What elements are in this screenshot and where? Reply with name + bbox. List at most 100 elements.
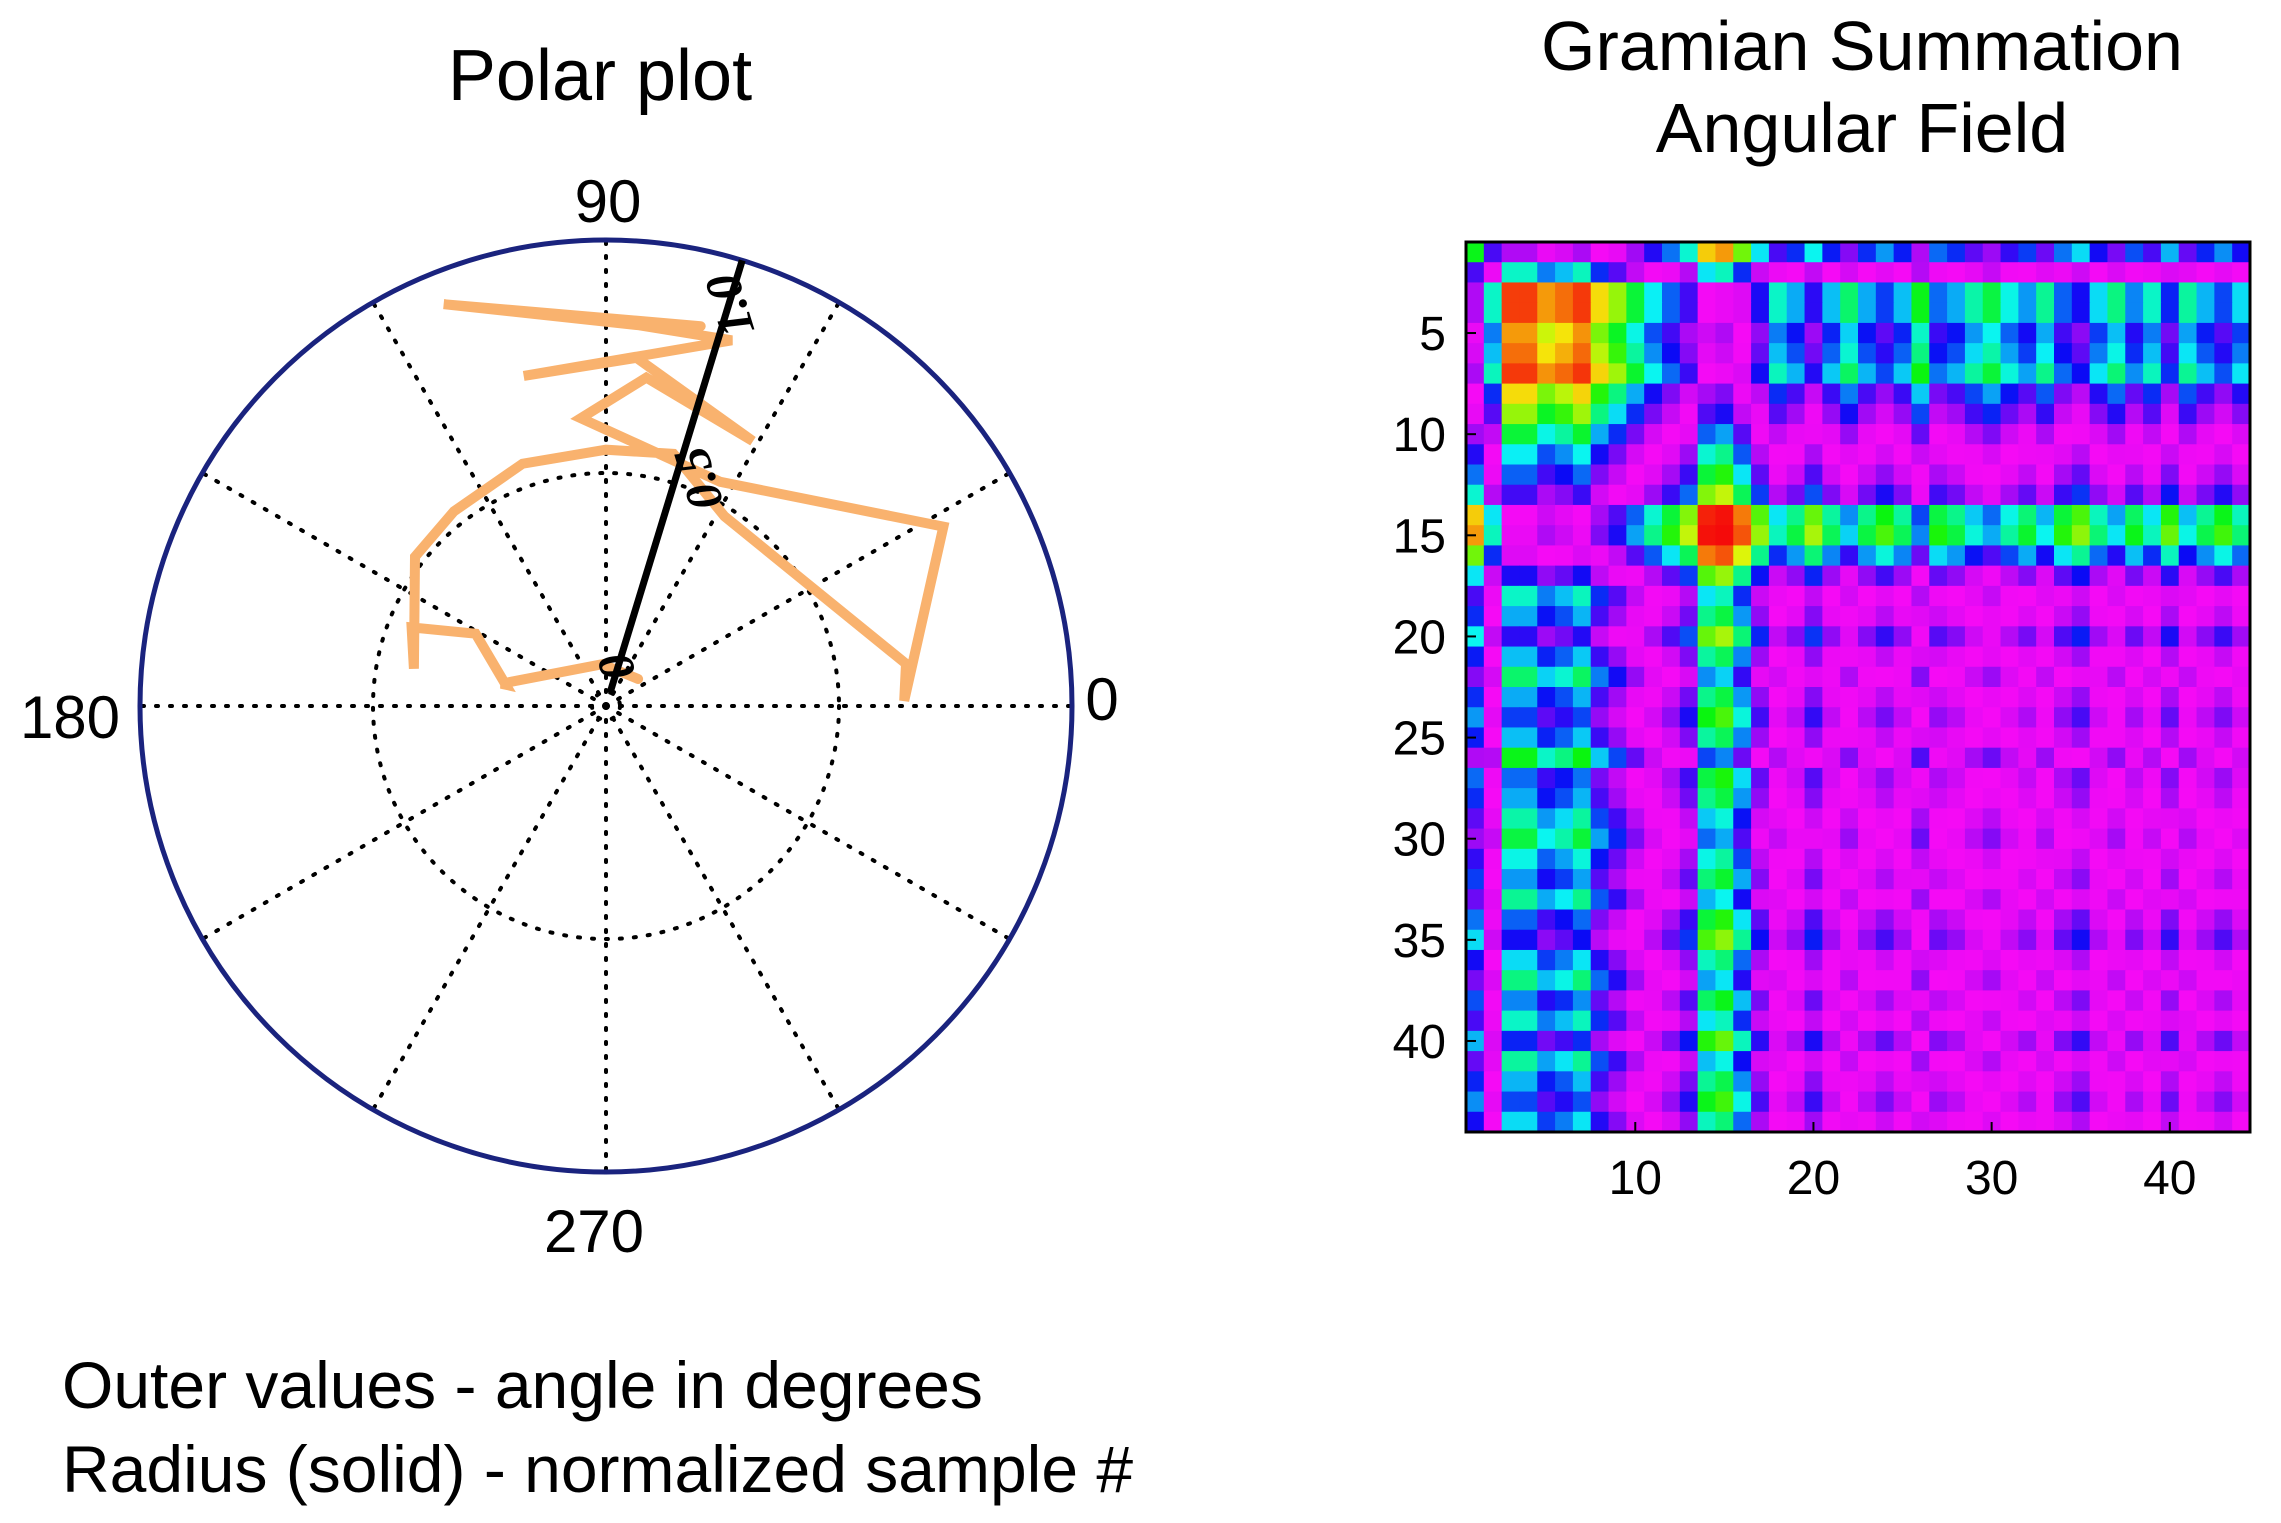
- heatmap-cell: [2125, 828, 2144, 850]
- heatmap-cell: [1804, 484, 1823, 506]
- heatmap-cell: [1679, 565, 1699, 587]
- heatmap-cell: [2018, 343, 2037, 364]
- heatmap-cell: [1982, 424, 2002, 445]
- heatmap-cell: [2143, 424, 2162, 445]
- heatmap-cell: [1858, 970, 1877, 992]
- heatmap-cell: [1483, 242, 1503, 263]
- heatmap-cell: [1822, 262, 1841, 284]
- heatmap-cell: [1929, 828, 1948, 850]
- heatmap-cell: [2018, 282, 2037, 304]
- heatmap-cell: [1626, 747, 1645, 769]
- heatmap-cell: [1626, 869, 1645, 890]
- heatmap-cell: [2160, 707, 2180, 729]
- heatmap-cell: [1768, 302, 1788, 324]
- heatmap-cell: [1483, 1010, 1503, 1032]
- heatmap-cell: [1751, 1010, 1770, 1032]
- heatmap-cell: [1519, 403, 1538, 425]
- heatmap-cell: [2089, 262, 2109, 284]
- heatmap-cell: [2232, 828, 2251, 850]
- heatmap-cell: [1697, 747, 1717, 769]
- heatmap-cell: [2196, 848, 2215, 870]
- heatmap-cell: [1964, 322, 1984, 344]
- heatmap-cell: [1893, 504, 1913, 526]
- heatmap-cell: [2089, 383, 2109, 405]
- heatmap-cell: [2107, 929, 2126, 951]
- heatmap-cell: [1519, 788, 1538, 809]
- heatmap-cell: [1697, 585, 1717, 607]
- heatmap-cell: [1786, 767, 1806, 789]
- heatmap-cell: [1626, 828, 1645, 850]
- heatmap-cell: [1697, 990, 1717, 1012]
- heatmap-cell: [1662, 687, 1681, 708]
- heatmap-cell: [2107, 808, 2126, 830]
- heatmap-cell: [2054, 970, 2073, 992]
- heatmap-cell: [1804, 282, 1823, 304]
- heatmap-cell: [2196, 1071, 2215, 1093]
- heatmap-cell: [1608, 444, 1627, 466]
- heatmap-cell: [1662, 848, 1681, 870]
- heatmap-cell: [1858, 788, 1877, 809]
- heatmap-cell: [2107, 585, 2126, 607]
- heatmap-cell: [2071, 585, 2091, 607]
- heatmap-cell: [2214, 444, 2233, 466]
- heatmap-cell: [2018, 262, 2037, 284]
- heatmap-cell: [2232, 363, 2251, 385]
- heatmap-cell: [1662, 767, 1681, 789]
- heatmap-cell: [2196, 1091, 2215, 1113]
- heatmap-cell: [1875, 343, 1895, 364]
- heatmap-cell: [1911, 1010, 1930, 1032]
- heatmap-cell: [1626, 970, 1645, 992]
- heatmap-cell: [1858, 383, 1877, 405]
- heatmap-cell: [1929, 1010, 1948, 1032]
- heatmap-cell: [1662, 747, 1681, 769]
- heatmap-cell: [1893, 606, 1913, 627]
- heatmap-cell: [1590, 1051, 1610, 1072]
- heatmap-cell: [2000, 383, 2019, 405]
- heatmap-cell: [2143, 403, 2162, 425]
- heatmap-cell: [1733, 646, 1752, 668]
- heatmap-cell: [2232, 1051, 2251, 1072]
- heatmap-cell: [2036, 343, 2055, 364]
- heatmap-cell: [2232, 545, 2251, 567]
- heatmap-cell: [1572, 929, 1592, 951]
- heatmap-cell: [1822, 322, 1841, 344]
- heatmap-cell: [1662, 666, 1681, 688]
- heatmap-cell: [1644, 687, 1663, 708]
- heatmap-cell: [2160, 525, 2180, 547]
- heatmap-cell: [1501, 606, 1521, 627]
- heatmap-cell: [1822, 929, 1841, 951]
- heatmap-cell: [1804, 990, 1823, 1012]
- heatmap-cell: [1715, 302, 1734, 324]
- heatmap-cell: [1608, 343, 1627, 364]
- heatmap-cell: [1929, 727, 1948, 749]
- heatmap-cell: [2178, 343, 2198, 364]
- heatmap-cell: [1519, 464, 1538, 486]
- heatmap-cell: [1893, 585, 1913, 607]
- heatmap-cell: [2178, 808, 2198, 830]
- heatmap-cell: [1768, 403, 1788, 425]
- y-tick-label: 40: [1393, 1016, 1446, 1069]
- heatmap-cell: [1572, 828, 1592, 850]
- heatmap-cell: [2071, 808, 2091, 830]
- heatmap-cell: [1608, 504, 1627, 526]
- heatmap-cell: [1893, 484, 1913, 506]
- heatmap-cell: [1590, 889, 1610, 911]
- heatmap-cell: [1679, 525, 1699, 547]
- heatmap-cell: [1964, 1010, 1984, 1032]
- heatmap-cell: [2071, 545, 2091, 567]
- heatmap-cell: [1804, 403, 1823, 425]
- heatmap-cell: [2018, 889, 2037, 911]
- heatmap-cell: [1964, 727, 1984, 749]
- heatmap-cell: [1947, 1071, 1966, 1093]
- heatmap-cell: [1822, 1071, 1841, 1093]
- heatmap-cell: [1572, 767, 1592, 789]
- heatmap-cell: [1964, 666, 1984, 688]
- heatmap-cell: [1483, 828, 1503, 850]
- heatmap-cell: [2143, 626, 2162, 648]
- heatmap-cell: [1608, 909, 1627, 931]
- heatmap-cell: [1804, 949, 1823, 971]
- heatmap-cell: [1537, 1051, 1556, 1072]
- heatmap-cell: [1537, 262, 1556, 284]
- heatmap-cell: [2089, 949, 2109, 971]
- heatmap-cell: [1982, 383, 2002, 405]
